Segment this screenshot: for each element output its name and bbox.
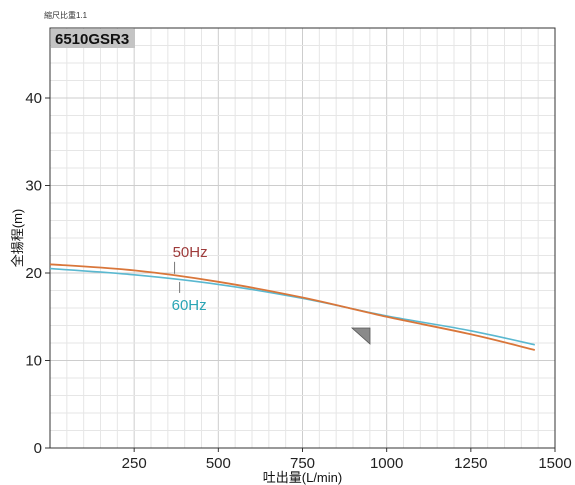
y-tick-label: 30 [25, 178, 42, 195]
x-tick-label: 500 [206, 455, 231, 472]
x-axis-ticks: 250 500 750 1000 1250 1500 [122, 448, 572, 472]
y-tick-label: 40 [25, 90, 42, 107]
plot-grid [50, 28, 555, 448]
y-tick-label: 20 [25, 265, 42, 282]
series-label-50hz: 50Hz [173, 244, 208, 261]
series-group: 50Hz 60Hz [49, 244, 536, 351]
x-tick-label: 1250 [454, 455, 487, 472]
y-axis-label: 全揚程(m) [10, 209, 25, 268]
triangle-marker-icon [350, 327, 371, 345]
series-line-50hz [49, 263, 536, 351]
x-tick-label: 1000 [370, 455, 403, 472]
x-tick-label: 1500 [538, 455, 571, 472]
model-label: 6510GSR3 [55, 31, 129, 48]
y-tick-label: 10 [25, 353, 42, 370]
x-tick-label: 750 [290, 455, 315, 472]
x-axis-label: 吐出量(L/min) [263, 470, 342, 485]
y-tick-label: 0 [34, 440, 42, 457]
series-label-60hz: 60Hz [172, 297, 207, 314]
model-label-box [51, 29, 135, 48]
scale-note: 縮尺比重1.1 [44, 10, 88, 20]
y-axis-ticks: 0 10 20 30 40 [25, 90, 50, 457]
x-tick-label: 250 [122, 455, 147, 472]
